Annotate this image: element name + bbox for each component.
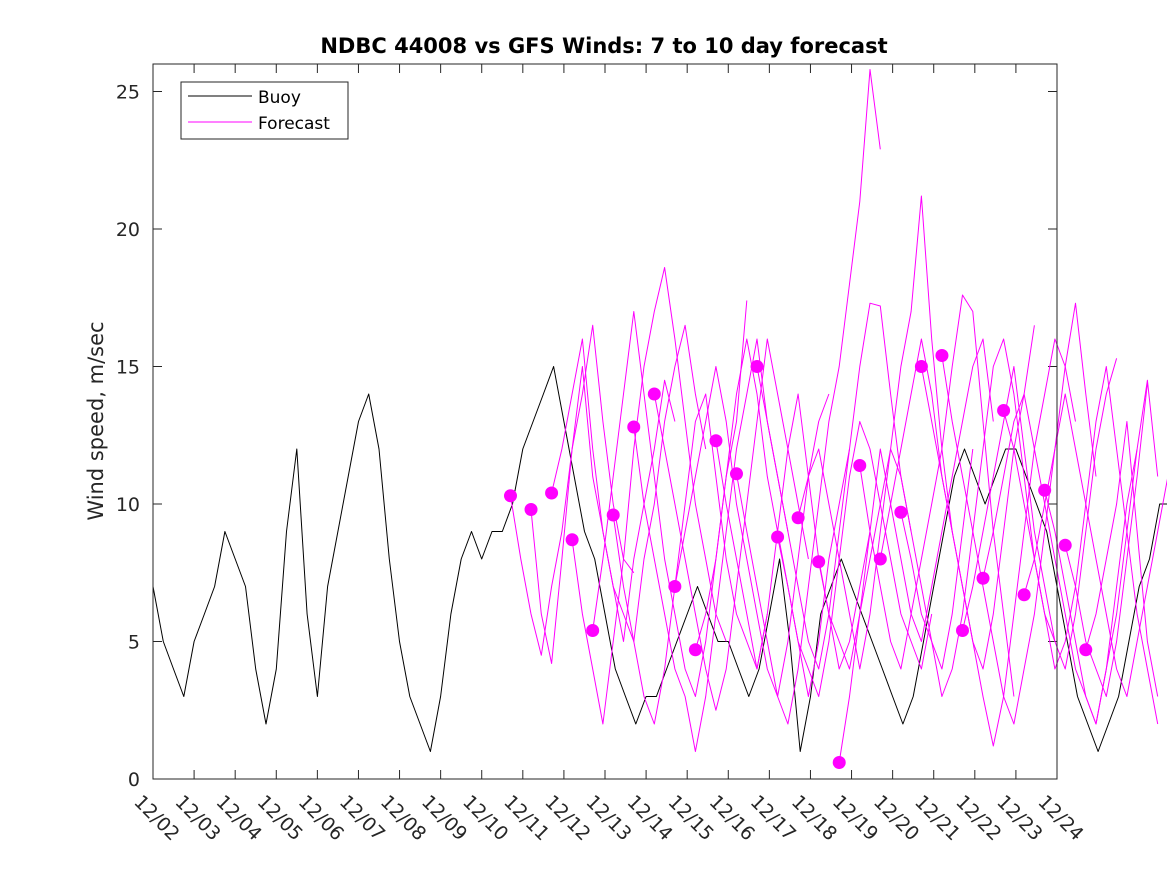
- forecast-series-line: [756, 302, 912, 670]
- legend-buoy-label: Buoy: [258, 88, 301, 108]
- forecast-marker: [1079, 643, 1093, 657]
- buoy-series-line: [152, 366, 1167, 752]
- forecast-series-line: [838, 338, 994, 763]
- y-tick-label: 10: [116, 494, 140, 516]
- x-tick-label: 12/21: [910, 791, 964, 845]
- forecast-marker: [606, 508, 620, 522]
- forecast-series-line: [551, 324, 707, 642]
- forecast-marker: [586, 624, 600, 637]
- x-tick-label: 12/18: [787, 791, 841, 845]
- x-tick-label: 12/06: [294, 791, 348, 845]
- forecast-marker: [853, 459, 867, 472]
- forecast-series-line: [612, 393, 768, 725]
- y-tick-label: 25: [116, 82, 140, 104]
- forecast-marker: [729, 467, 743, 481]
- x-tick-label: 12/08: [376, 791, 430, 845]
- forecast-series-line: [818, 448, 974, 670]
- forecast-marker: [812, 555, 826, 569]
- forecast-marker: [894, 505, 908, 519]
- x-tick-label: 12/19: [828, 791, 882, 845]
- forecast-marker: [976, 571, 990, 585]
- x-tick-label: 12/04: [212, 791, 266, 845]
- forecast-marker: [524, 503, 538, 516]
- forecast-marker: [1017, 588, 1031, 602]
- forecast-marker: [545, 486, 559, 500]
- y-axis-label: Wind speed, m/sec: [84, 321, 108, 520]
- forecast-series-line: [1044, 379, 1159, 725]
- forecast-markers: [503, 349, 1093, 769]
- forecast-marker: [750, 360, 764, 373]
- forecast-marker: [791, 511, 805, 525]
- forecast-series-line: [653, 338, 809, 711]
- forecast-marker: [647, 387, 661, 401]
- plot-area: [153, 64, 1057, 779]
- forecast-series-line: [777, 421, 933, 697]
- y-tick-label: 15: [116, 357, 140, 379]
- y-tick-label: 0: [128, 769, 140, 791]
- x-tick-label: 12/05: [253, 791, 307, 845]
- plot-frame: [152, 63, 1058, 780]
- forecast-marker: [771, 530, 785, 544]
- forecast-series-line: [900, 338, 1056, 697]
- forecast-series-line: [1003, 366, 1159, 725]
- forecast-series-line: [797, 195, 953, 670]
- forecast-series-line: [920, 338, 1076, 747]
- forecast-series-line: [736, 69, 881, 725]
- forecast-marker: [914, 360, 928, 373]
- forecast-marker: [832, 756, 846, 769]
- forecast-marker: [955, 624, 969, 637]
- forecast-series-line: [694, 338, 850, 697]
- chart-title: NDBC 44008 vs GFS Winds: 7 to 10 day for…: [320, 34, 887, 58]
- forecast-marker: [873, 552, 887, 566]
- x-tick-label: 12/02: [129, 791, 183, 845]
- x-tick-label: 12/10: [458, 791, 512, 845]
- forecast-series-line: [571, 267, 727, 725]
- forecast-marker: [1058, 538, 1072, 552]
- forecast-series-line: [941, 302, 1097, 725]
- y-tick-label: 5: [128, 632, 140, 654]
- x-tick-label: 12/12: [540, 791, 594, 845]
- forecast-marker: [709, 434, 723, 448]
- x-tick-label: 12/24: [1033, 791, 1087, 845]
- legend-box: [180, 81, 349, 140]
- legend-forecast-label: Forecast: [258, 114, 330, 134]
- x-tick-label: 12/17: [746, 791, 800, 845]
- x-tick-label: 12/20: [869, 791, 923, 845]
- x-tick-label: 12/07: [335, 791, 389, 845]
- x-tick-label: 12/15: [664, 791, 718, 845]
- x-tick-label: 12/23: [992, 791, 1046, 845]
- forecast-series-line: [1085, 421, 1159, 697]
- forecast-marker: [503, 489, 517, 503]
- forecast-marker: [997, 404, 1011, 417]
- x-tick-label: 12/14: [623, 791, 677, 845]
- forecast-series-line: [962, 358, 1118, 670]
- forecast-series-line: [1064, 382, 1148, 697]
- forecast-marker: [627, 420, 641, 434]
- x-tick-label: 12/03: [171, 791, 225, 845]
- y-axis: 0 5 10 15 20 25: [116, 82, 1057, 791]
- forecast-marker: [668, 580, 682, 593]
- x-tick-label: 12/11: [499, 791, 553, 845]
- x-tick-label: 12/16: [705, 791, 759, 845]
- forecast-marker: [1038, 483, 1052, 497]
- forecast-series-line: [859, 294, 1015, 697]
- legend: Buoy Forecast: [180, 81, 349, 140]
- x-tick-label: 12/22: [951, 791, 1005, 845]
- forecast-marker: [935, 349, 949, 362]
- x-tick-label: 12/13: [581, 791, 635, 845]
- y-tick-label: 20: [116, 219, 140, 241]
- x-tick-label: 12/09: [417, 791, 471, 845]
- forecast-marker: [565, 533, 579, 547]
- forecast-marker: [688, 643, 702, 657]
